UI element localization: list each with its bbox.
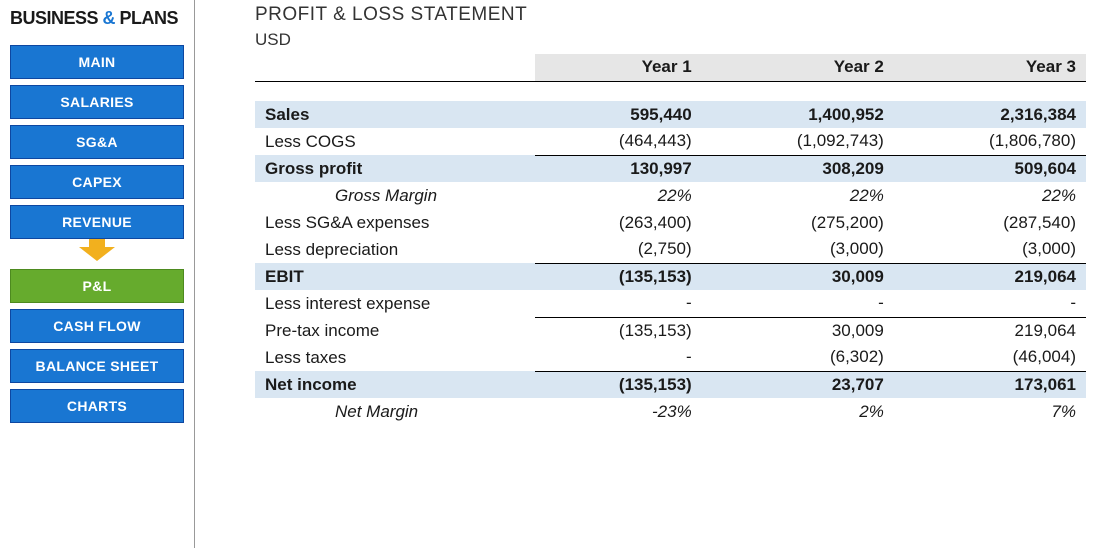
cell-y1: (2,750)	[535, 236, 702, 263]
cell-y2: -	[702, 290, 894, 317]
report-currency: USD	[255, 30, 1086, 50]
nav-capex[interactable]: CAPEX	[10, 165, 184, 199]
row-sgax: Less SG&A expenses (263,400) (275,200) (…	[255, 209, 1086, 236]
main-content: PROFIT & LOSS STATEMENT USD Year 1 Year …	[195, 0, 1116, 548]
pl-table: Year 1 Year 2 Year 3 Sales 595,440 1,400…	[255, 54, 1086, 425]
cell-y2: (6,302)	[702, 344, 894, 371]
nav-cashflow[interactable]: CASH FLOW	[10, 309, 184, 343]
cell-label: Net Margin	[255, 398, 535, 425]
logo-post: PLANS	[120, 8, 179, 28]
row-dep: Less depreciation (2,750) (3,000) (3,000…	[255, 236, 1086, 263]
cell-y2: 23,707	[702, 371, 894, 398]
cell-y1: (135,153)	[535, 263, 702, 290]
cell-y3: 219,064	[894, 317, 1086, 344]
cell-y2: 30,009	[702, 317, 894, 344]
row-gross: Gross profit 130,997 308,209 509,604	[255, 155, 1086, 182]
cell-y3: (3,000)	[894, 236, 1086, 263]
arrow-wrap	[10, 247, 184, 261]
row-ebit: EBIT (135,153) 30,009 219,064	[255, 263, 1086, 290]
cell-y2: (275,200)	[702, 209, 894, 236]
header-empty	[255, 54, 535, 81]
cell-y1: 22%	[535, 182, 702, 209]
cell-y2: 308,209	[702, 155, 894, 182]
cell-y1: 595,440	[535, 101, 702, 128]
cell-y1: (263,400)	[535, 209, 702, 236]
cell-y3: -	[894, 290, 1086, 317]
nav-sga[interactable]: SG&A	[10, 125, 184, 159]
cell-y3: (1,806,780)	[894, 128, 1086, 155]
cell-y1: -	[535, 290, 702, 317]
cell-y1: (464,443)	[535, 128, 702, 155]
cell-y3: 22%	[894, 182, 1086, 209]
header-y2: Year 2	[702, 54, 894, 81]
nav-main[interactable]: MAIN	[10, 45, 184, 79]
row-gmargin: Gross Margin 22% 22% 22%	[255, 182, 1086, 209]
cell-label: Gross profit	[255, 155, 535, 182]
cell-label: Net income	[255, 371, 535, 398]
nav-pl[interactable]: P&L	[10, 269, 184, 303]
cell-label: Less interest expense	[255, 290, 535, 317]
cell-label: Less depreciation	[255, 236, 535, 263]
cell-label: Gross Margin	[255, 182, 535, 209]
cell-y2: (3,000)	[702, 236, 894, 263]
logo-amp: &	[98, 8, 120, 28]
row-net: Net income (135,153) 23,707 173,061	[255, 371, 1086, 398]
nav-revenue[interactable]: REVENUE	[10, 205, 184, 239]
cell-y3: (46,004)	[894, 344, 1086, 371]
row-pretax: Pre-tax income (135,153) 30,009 219,064	[255, 317, 1086, 344]
cell-y1: -	[535, 344, 702, 371]
cell-y3: 219,064	[894, 263, 1086, 290]
cell-y3: (287,540)	[894, 209, 1086, 236]
nav-balance[interactable]: BALANCE SHEET	[10, 349, 184, 383]
cell-label: Less taxes	[255, 344, 535, 371]
cell-y1: -23%	[535, 398, 702, 425]
cell-y1: (135,153)	[535, 371, 702, 398]
cell-y3: 2,316,384	[894, 101, 1086, 128]
cell-y1: 130,997	[535, 155, 702, 182]
cell-y1: (135,153)	[535, 317, 702, 344]
row-cogs: Less COGS (464,443) (1,092,743) (1,806,7…	[255, 128, 1086, 155]
header-y1: Year 1	[535, 54, 702, 81]
row-taxes: Less taxes - (6,302) (46,004)	[255, 344, 1086, 371]
nav-salaries[interactable]: SALARIES	[10, 85, 184, 119]
cell-label: Less SG&A expenses	[255, 209, 535, 236]
cell-y2: 2%	[702, 398, 894, 425]
row-nmargin: Net Margin -23% 2% 7%	[255, 398, 1086, 425]
row-interest: Less interest expense - - -	[255, 290, 1086, 317]
spacer-row	[255, 81, 1086, 101]
report-title: PROFIT & LOSS STATEMENT	[255, 4, 1086, 26]
header-row: Year 1 Year 2 Year 3	[255, 54, 1086, 81]
cell-y2: 30,009	[702, 263, 894, 290]
logo: BUSINESS & PLANS	[10, 8, 184, 29]
cell-y2: (1,092,743)	[702, 128, 894, 155]
cell-y2: 22%	[702, 182, 894, 209]
arrow-down-icon	[79, 247, 115, 261]
cell-label: Sales	[255, 101, 535, 128]
sidebar: BUSINESS & PLANS MAIN SALARIES SG&A CAPE…	[0, 0, 195, 548]
cell-y2: 1,400,952	[702, 101, 894, 128]
nav-charts[interactable]: CHARTS	[10, 389, 184, 423]
row-sales: Sales 595,440 1,400,952 2,316,384	[255, 101, 1086, 128]
cell-y3: 173,061	[894, 371, 1086, 398]
logo-pre: BUSINESS	[10, 8, 98, 28]
cell-y3: 7%	[894, 398, 1086, 425]
cell-label: Pre-tax income	[255, 317, 535, 344]
cell-y3: 509,604	[894, 155, 1086, 182]
cell-label: EBIT	[255, 263, 535, 290]
cell-label: Less COGS	[255, 128, 535, 155]
header-y3: Year 3	[894, 54, 1086, 81]
